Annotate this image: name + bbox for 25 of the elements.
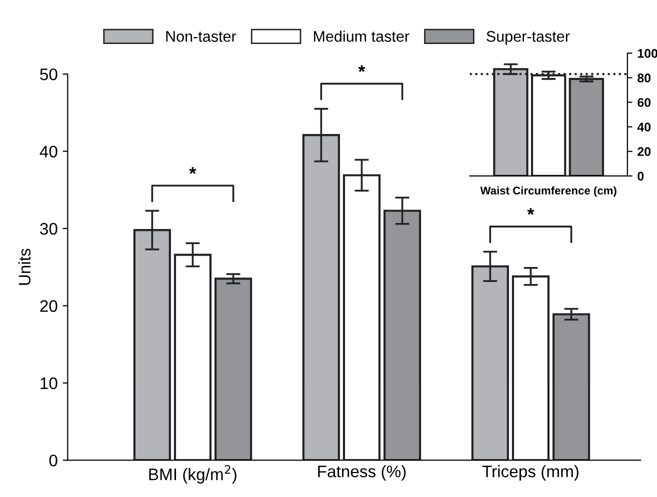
legend-label: Non-taster bbox=[166, 31, 236, 42]
y-tick-label: 0 bbox=[638, 172, 644, 181]
y-tick-label: 0 bbox=[49, 454, 58, 466]
y-tick-label: 30 bbox=[40, 222, 58, 235]
y-tick-label: 40 bbox=[637, 122, 651, 132]
y-tick-label: 50 bbox=[40, 68, 58, 80]
y-tick-label: 80 bbox=[638, 74, 651, 82]
text: * bbox=[358, 65, 366, 72]
x-tick-label: Fatness (%) bbox=[318, 465, 406, 481]
x-tick-label: Triceps (mm) bbox=[482, 465, 578, 481]
y-tick-label: 10 bbox=[40, 377, 58, 390]
annotation: * bbox=[527, 208, 534, 215]
y-tick-label: 40 bbox=[40, 146, 58, 158]
bar bbox=[214, 278, 252, 460]
y-axis-title: Units bbox=[18, 248, 31, 285]
y-tick-label: 20 bbox=[638, 147, 651, 156]
y-tick-label: 60 bbox=[638, 98, 651, 107]
bar bbox=[568, 78, 604, 176]
x-axis-title: Waist Circumference (cm) bbox=[480, 186, 616, 197]
annotation: * bbox=[189, 167, 196, 174]
y-tick-label: 20 bbox=[40, 300, 58, 312]
legend-label: Medium taster bbox=[314, 30, 410, 42]
bar bbox=[552, 313, 590, 460]
x-tick-label: BMI (kg/m$^{2}$) bbox=[149, 465, 236, 484]
legend-label: Super-taster bbox=[486, 31, 570, 45]
